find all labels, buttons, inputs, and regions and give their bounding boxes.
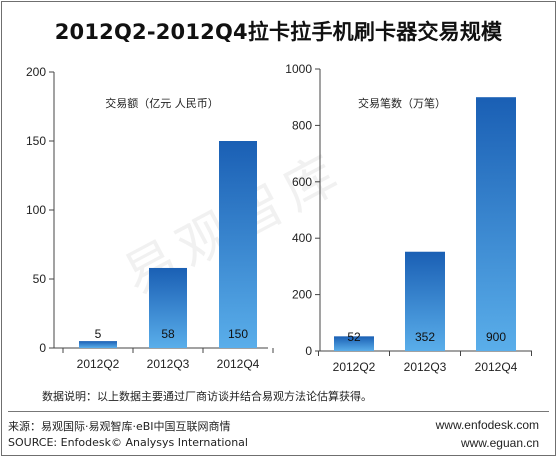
chart1-x-tick-label: 2012Q3	[147, 357, 190, 371]
chart2-x-tick-label: 2012Q2	[333, 360, 376, 374]
chart2-value-label: 352	[415, 330, 435, 344]
footer-divider	[8, 411, 549, 412]
chart2-x-tick-label: 2012Q4	[475, 360, 518, 374]
chart2-unit-label: 交易笔数（万笔）	[358, 96, 446, 110]
chart1-y-tick-label: 150	[26, 134, 46, 148]
chart2-y-tick-label: 600	[292, 175, 312, 189]
chart2-x-tick-label: 2012Q3	[404, 360, 447, 374]
chart2-bar-2012Q4	[476, 97, 516, 351]
chart1-value-label: 5	[95, 327, 102, 341]
chart2-value-label: 900	[486, 330, 506, 344]
chart1-x-tick-label: 2012Q2	[77, 357, 120, 371]
source-cn: 来源：易观国际·易观智库·eBI中国互联网商情	[8, 420, 231, 433]
chart1-value-label: 58	[161, 327, 175, 341]
chart1-x-tick-label: 2012Q4	[217, 357, 260, 371]
chart2-y-tick-label: 0	[305, 344, 312, 358]
chart2-bar-2012Q2	[334, 336, 374, 351]
website-enfodesk: www.enfodesk.com	[435, 418, 539, 432]
website-eguan: www.eguan.cn	[460, 436, 539, 450]
chart1-unit-label: 交易额（亿元 人民币）	[105, 96, 219, 110]
chart1-y-tick-label: 0	[39, 341, 46, 355]
chart1-bar-2012Q4	[219, 141, 257, 348]
chart2-y-tick-label: 800	[292, 118, 312, 132]
chart1-value-label: 150	[228, 327, 248, 341]
chart1-y-tick-label: 100	[26, 203, 46, 217]
chart2-y-tick-label: 1000	[285, 62, 312, 76]
data-note: 数据说明：以上数据主要通过厂商访谈并结合易观方法论估算获得。	[42, 390, 372, 403]
chart2-value-label: 52	[347, 330, 361, 344]
bar-charts: 0 50 100 150 200 交易额（亿元 人民币） 5 2012Q2 58 2012Q3 15…	[26, 62, 532, 374]
chart1-y-tick-label: 200	[26, 65, 46, 79]
chart2-bar-2012Q3	[405, 251, 445, 351]
chart1-bar-2012Q3	[149, 267, 187, 348]
chart1-y-tick-label: 50	[33, 272, 47, 286]
chart2-y-tick-label: 200	[292, 288, 312, 302]
source-en: SOURCE: Enfodesk© Analysys International	[8, 436, 248, 449]
chart2-y-tick-label: 400	[292, 231, 312, 245]
chart-title: 2012Q2-2012Q4拉卡拉手机刷卡器交易规模	[54, 20, 503, 44]
chart1-bar-2012Q2	[79, 341, 117, 348]
